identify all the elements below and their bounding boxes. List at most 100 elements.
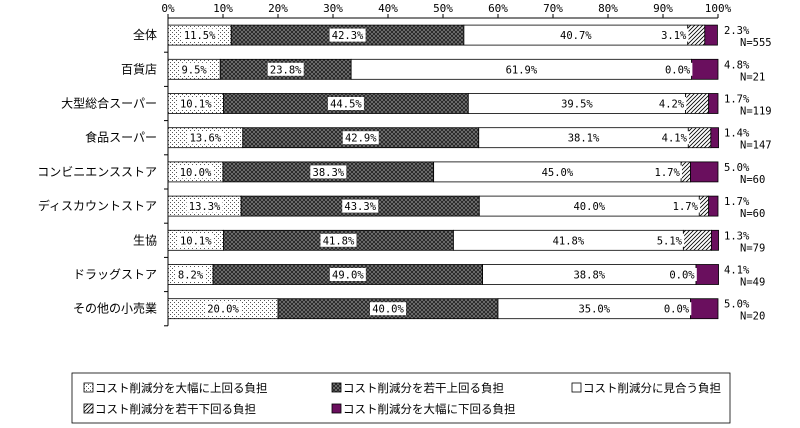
data-label-bg [179, 62, 209, 76]
data-label-bg [571, 199, 608, 213]
data-label: 20.0% [207, 304, 239, 316]
data-label: 38.3% [313, 167, 345, 179]
n-label: N=20 [740, 311, 765, 323]
bar-segment [690, 161, 719, 183]
category-label: 百貨店 [121, 61, 157, 76]
data-label: 61.9% [506, 64, 538, 76]
n-label: N=79 [740, 242, 765, 254]
bar-segment [691, 58, 719, 80]
x-tick-label: 100% [705, 2, 732, 15]
x-tick-label: 60% [488, 2, 508, 15]
legend-entry: コスト削減分を若干上回る負担 [343, 381, 504, 395]
bar-segment [695, 264, 719, 285]
bar-segment [690, 298, 719, 320]
data-label: 13.6% [190, 133, 222, 145]
data-label-bg [654, 233, 685, 247]
x-axis: 0% 10% 20% 30% 40% 50% 60% 70% 80% 90% 100% [161, 2, 732, 327]
x-tick-label: 80% [598, 2, 618, 15]
bar-segment [687, 127, 712, 149]
data-labels: 全体 11.5% 42.3% 40.7% 3.1% 2.3%N=555 百貨店 9.5% 23.… [37, 25, 771, 323]
data-label-bg [177, 233, 214, 247]
legend-entry: コスト削減分を若干下回る負担 [95, 402, 256, 416]
x-tick-label: 30% [323, 2, 343, 15]
data-label: 0.0% [665, 64, 691, 76]
legend-swatch [571, 382, 582, 393]
x-tick-label: 10% [213, 2, 233, 15]
data-label: 40.0% [372, 304, 404, 316]
data-label: 1.7% [724, 196, 750, 208]
data-label: 4.2% [659, 99, 685, 111]
data-label-bg [267, 62, 304, 76]
data-label-bg [175, 268, 206, 281]
data-label-bg [667, 268, 697, 281]
data-label-bg [550, 233, 587, 247]
data-label-bg [327, 97, 364, 110]
data-label: 42.9% [345, 133, 377, 145]
data-label-bg [539, 165, 576, 179]
bar-segment [682, 229, 712, 251]
data-label: 4.1% [724, 265, 750, 277]
category-label: その他の小売業 [73, 301, 157, 316]
data-label: 0.0% [664, 304, 690, 316]
data-label-bg [662, 62, 693, 76]
legend-entry: コスト削減分を大幅に上回る負担 [95, 381, 268, 395]
data-label-bg [558, 97, 595, 110]
bar-segment [698, 195, 710, 217]
n-label: N=119 [740, 106, 772, 118]
data-label-bg [370, 302, 406, 316]
data-label-bg [320, 233, 357, 247]
data-label-bg [342, 131, 379, 145]
legend-entry: コスト削減分に見合う負担 [583, 381, 721, 395]
legend-swatch [331, 403, 342, 414]
bars [167, 24, 719, 320]
data-label-bg [177, 97, 214, 110]
data-label: 5.1% [657, 235, 683, 247]
n-label: N=60 [740, 208, 765, 220]
data-label: 10.1% [180, 99, 212, 111]
x-tick-label: 0% [161, 2, 175, 15]
data-label-bg [329, 28, 366, 42]
data-label: 44.5% [330, 99, 362, 111]
data-label: 42.3% [332, 30, 364, 42]
category-label: 食品スーパー [85, 130, 157, 145]
n-label: N=555 [740, 37, 772, 49]
data-label: 8.2% [178, 270, 204, 282]
data-label: 4.8% [724, 59, 750, 71]
n-label: N=60 [740, 174, 765, 186]
data-label-bg [565, 131, 602, 145]
category-label: 生協 [133, 232, 157, 247]
n-label: N=49 [740, 277, 765, 289]
data-label: 23.8% [270, 64, 302, 76]
n-label: N=147 [740, 140, 772, 152]
category-label: コンビニエンスストア [37, 165, 157, 179]
data-label: 41.8% [553, 235, 585, 247]
data-label-bg [177, 165, 214, 179]
legend-swatch [83, 403, 94, 414]
data-label: 49.0% [332, 270, 364, 282]
x-tick-label: 70% [543, 2, 563, 15]
data-label: 1.3% [724, 230, 750, 242]
data-label-bg [557, 28, 594, 42]
bar-segment [685, 93, 710, 114]
data-label: 5.0% [724, 162, 750, 174]
data-label-bg [652, 165, 682, 179]
data-label-bg [186, 199, 223, 213]
data-label-bg [661, 302, 692, 316]
legend-swatch [331, 382, 342, 393]
category-label: ドラッグストア [73, 268, 157, 282]
legend: コスト削減分を大幅に上回る負担 コスト削減分を若干上回る負担 コスト削減分に見合う負… [71, 372, 731, 424]
bar-segment [704, 24, 718, 46]
n-label: N=21 [740, 71, 765, 83]
data-label-bg [329, 268, 366, 281]
data-label: 5.0% [724, 299, 750, 311]
data-label: 2.3% [724, 25, 750, 37]
bar-segment [687, 24, 706, 46]
data-label-bg [571, 268, 608, 281]
data-label: 38.1% [568, 133, 600, 145]
bar-segment [711, 229, 719, 251]
bar-segment [708, 195, 719, 217]
data-label: 35.0% [578, 304, 610, 316]
data-label: 10.0% [180, 167, 212, 179]
bar-segment [710, 127, 719, 149]
